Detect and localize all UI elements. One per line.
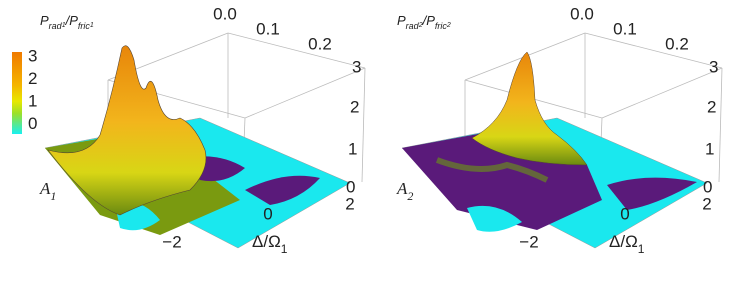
label-part: rad <box>49 21 63 31</box>
label-part: A <box>396 179 408 198</box>
top-tick-label: 0.2 <box>665 34 689 53</box>
top-tick-label: 0.1 <box>613 19 637 38</box>
label-part: P <box>397 13 406 28</box>
label-part: Δ/Ω <box>609 232 638 251</box>
box-edge <box>361 67 366 183</box>
top-tick-label: 0.0 <box>213 4 237 23</box>
label-part: 2 <box>407 189 413 203</box>
colorbar-tick-label: 3 <box>28 46 37 65</box>
label-part: 1 <box>281 242 288 256</box>
top-tick-label: 0.0 <box>570 4 594 23</box>
box-edge <box>601 67 723 119</box>
label-part: / <box>65 13 71 28</box>
z-tick-label: 3 <box>352 57 361 76</box>
label-part: P <box>426 13 435 28</box>
label-part: / <box>422 13 428 28</box>
label-part: 1 <box>90 22 94 29</box>
a-label: A2 <box>396 179 413 203</box>
colorbar <box>12 52 22 134</box>
box-edge <box>227 32 366 69</box>
z-tick-label: 0 <box>703 177 712 196</box>
colorbar-tick-label: 0 <box>28 114 37 133</box>
z-tick-label: 1 <box>348 139 357 158</box>
label-part: 2 <box>418 22 423 29</box>
z-tick-label: 2 <box>707 97 716 116</box>
box-edge <box>244 67 366 119</box>
surface <box>471 51 588 166</box>
label-part: 1 <box>50 189 56 203</box>
box-edge <box>718 67 723 183</box>
top-tick-label: 0.1 <box>256 19 280 38</box>
label-part: fric <box>78 21 90 31</box>
delta-label: Δ/Ω1 <box>609 232 645 256</box>
label-part: Δ/Ω <box>252 232 281 251</box>
label-part: P <box>40 13 49 28</box>
label-part: 1 <box>62 22 66 29</box>
delta-tick-label: −2 <box>519 232 538 251</box>
z-tick-label: 2 <box>350 97 359 116</box>
top-tick-label: 0.2 <box>308 34 332 53</box>
delta-tick-label: 0 <box>263 204 272 223</box>
delta-tick-label: −2 <box>162 232 181 251</box>
z-tick-label: 0 <box>346 177 355 196</box>
colorbar-tick-label: 2 <box>28 69 37 88</box>
colorbar-tick-label: 1 <box>28 91 37 110</box>
label-part: A <box>39 179 51 198</box>
delta-tick-label: 2 <box>345 194 354 213</box>
label-part: rad <box>406 21 420 31</box>
floor-region <box>245 175 320 205</box>
delta-tick-label: 2 <box>702 194 711 213</box>
a-label: A1 <box>39 179 56 203</box>
z-tick-label: 3 <box>709 57 718 76</box>
z-tick-label: 1 <box>705 139 714 158</box>
label-part: P <box>69 13 78 28</box>
label-part: 1 <box>638 242 645 256</box>
surface <box>47 45 207 216</box>
label-part: fric <box>435 21 447 31</box>
floor-region <box>467 205 522 232</box>
z-label: Prad1/Pfric1 <box>40 13 94 31</box>
label-part: 2 <box>446 22 451 29</box>
delta-label: Δ/Ω1 <box>252 232 288 256</box>
floor-region <box>607 177 697 210</box>
delta-tick-label: 0 <box>620 204 629 223</box>
surface-trace <box>435 157 549 183</box>
z-label: Prad2/Pfric2 <box>397 13 451 31</box>
box-edge <box>584 32 723 69</box>
